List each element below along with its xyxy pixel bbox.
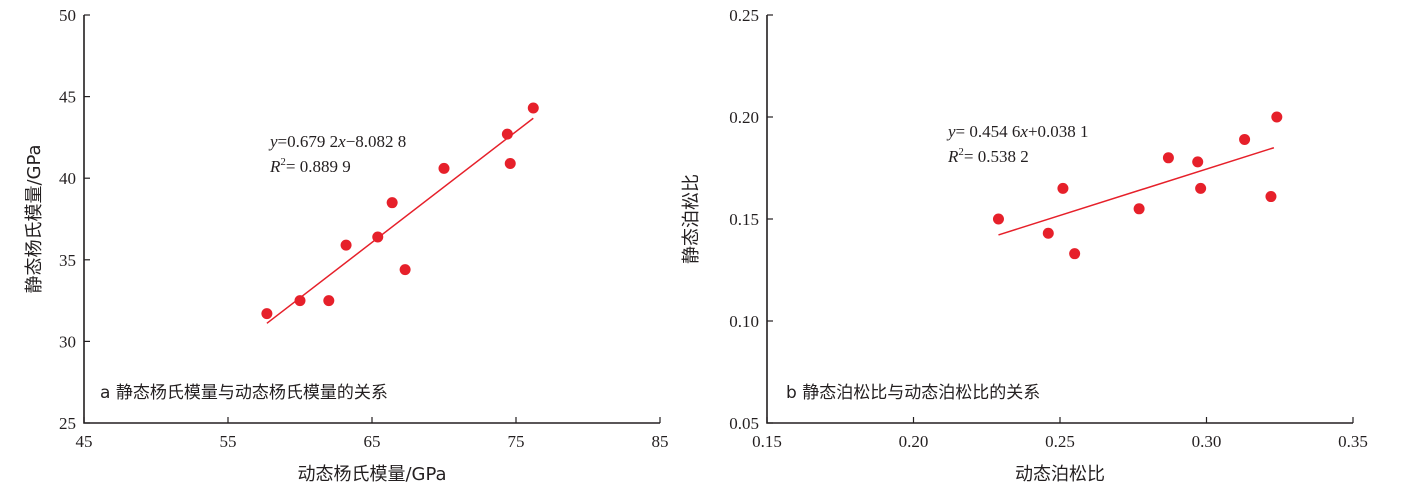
panel-a-equation-tail: −8.082 8 xyxy=(346,132,407,151)
panel-a-ticks: 45 55 65 75 85 25 30 35 40 45 50 xyxy=(59,6,669,451)
panel-a-x-tick-label: 55 xyxy=(220,432,237,451)
panel-b-x-tick-label: 0.30 xyxy=(1192,432,1222,451)
panel-a-x-tick-label: 85 xyxy=(652,432,669,451)
panel-a-equation-x: x xyxy=(337,132,346,151)
panel-b-points xyxy=(992,111,1283,260)
panel-a-x-label: 动态杨氏模量/GPa xyxy=(297,464,446,485)
panel-b-x-tick-label: 0.15 xyxy=(752,432,782,451)
panel-a-x-tick-label: 45 xyxy=(76,432,93,451)
panel-b-equation: y= 0.454 6x+0.038 1 xyxy=(946,122,1089,141)
panel-a-y-tick-label: 40 xyxy=(59,169,76,188)
panel-b-x-tick-label: 0.20 xyxy=(899,432,929,451)
panel-b-ticks: 0.15 0.20 0.25 0.30 0.35 0.05 0.10 0.15 0.20 0.25 xyxy=(729,6,1368,451)
panel-a-y-tick-label: 30 xyxy=(59,332,76,351)
panel-a-data-point xyxy=(504,158,516,170)
panel-a-data-point xyxy=(372,231,384,243)
panel-a-y-tick-label: 35 xyxy=(59,251,76,270)
panel-b-fit-line xyxy=(998,147,1275,236)
panel-a-data-point xyxy=(438,162,450,174)
panel-b-r2-sup: 2 xyxy=(958,146,964,158)
panel-b-x-label: 动态泊松比 xyxy=(1015,464,1105,485)
panel-a-equation-y: y xyxy=(268,132,278,151)
panel-a-data-point xyxy=(261,308,273,320)
panel-b-data-point xyxy=(1265,191,1277,203)
panel-a-y-tick-label: 25 xyxy=(59,414,76,433)
panel-b-r2-value: = 0.538 2 xyxy=(964,147,1029,166)
panel-b-data-point xyxy=(1057,182,1069,194)
panel-b-data-point xyxy=(1192,156,1204,168)
panel-b-y-tick-label: 0.15 xyxy=(729,210,759,229)
panel-a-x-tick-label: 65 xyxy=(364,432,381,451)
panel-b-x-tick-label: 0.25 xyxy=(1045,432,1075,451)
panel-a-fit-line xyxy=(266,117,534,324)
panel-b-data-point xyxy=(1239,133,1251,145)
panel-b-y-label: 静态泊松比 xyxy=(681,174,702,264)
panel-b-data-point xyxy=(1133,203,1145,215)
panel-a-equation: y=0.679 2x−8.082 8 xyxy=(268,132,406,151)
panel-b-equation-y: y xyxy=(946,122,956,141)
panel-a-data-point xyxy=(294,295,306,307)
panel-a-r2: R2= 0.889 9 xyxy=(269,156,351,176)
panel-a-r2-r: R xyxy=(269,157,281,176)
panel-a-y-tick-label: 45 xyxy=(59,88,76,107)
panel-a-x-tick-label: 75 xyxy=(508,432,525,451)
panel-a-r2-value: = 0.889 9 xyxy=(286,157,351,176)
panel-b-equation-x: x xyxy=(1019,122,1028,141)
panel-b-equation-tail: +0.038 1 xyxy=(1028,122,1089,141)
panel-b-x-tick-label: 0.35 xyxy=(1338,432,1368,451)
panel-b-y-tick-label: 0.25 xyxy=(729,6,759,25)
panel-a-r2-sup: 2 xyxy=(280,156,286,168)
panel-a-data-point xyxy=(340,239,352,251)
panel-b-equation-mid: = 0.454 6 xyxy=(956,122,1021,141)
panel-b-data-point xyxy=(1162,152,1174,164)
panel-a-data-point xyxy=(386,197,398,209)
panel-b-axes xyxy=(766,15,1353,424)
panel-a-points xyxy=(261,102,539,320)
panel-b-caption: b 静态泊松比与动态泊松比的关系 xyxy=(786,383,1040,403)
panel-a-data-point xyxy=(399,264,411,276)
panel-b-y-tick-label: 0.05 xyxy=(729,414,759,433)
panel-b-r2: R2= 0.538 2 xyxy=(947,146,1029,166)
panel-a-equation-mid: =0.679 2 xyxy=(278,132,339,151)
panel-a-axes xyxy=(83,15,660,424)
panel-b-data-point xyxy=(1271,111,1283,123)
panel-b-y-tick-label: 0.20 xyxy=(729,108,759,127)
panel-b-data-point xyxy=(1195,182,1207,194)
panel-a-data-point xyxy=(501,128,513,140)
panel-a-caption: a 静态杨氏模量与动态杨氏模量的关系 xyxy=(100,383,388,403)
panel-b: 0.15 0.20 0.25 0.30 0.35 0.05 0.10 0.15 0.20 0.25… xyxy=(681,6,1368,485)
panel-b-data-point xyxy=(1042,227,1054,239)
panel-b-r2-r: R xyxy=(947,147,959,166)
panel-a: 45 55 65 75 85 25 30 35 40 45 50 y=0.679 2x−8.082 … xyxy=(24,6,669,485)
panel-a-data-point xyxy=(527,102,539,114)
panel-a-data-point xyxy=(323,295,335,307)
panel-a-y-label: 静态杨氏模量/GPa xyxy=(24,144,45,293)
panel-a-y-tick-label: 50 xyxy=(59,6,76,25)
panel-b-data-point xyxy=(1069,248,1081,260)
panel-b-data-point xyxy=(992,213,1004,225)
panel-b-y-tick-label: 0.10 xyxy=(729,312,759,331)
